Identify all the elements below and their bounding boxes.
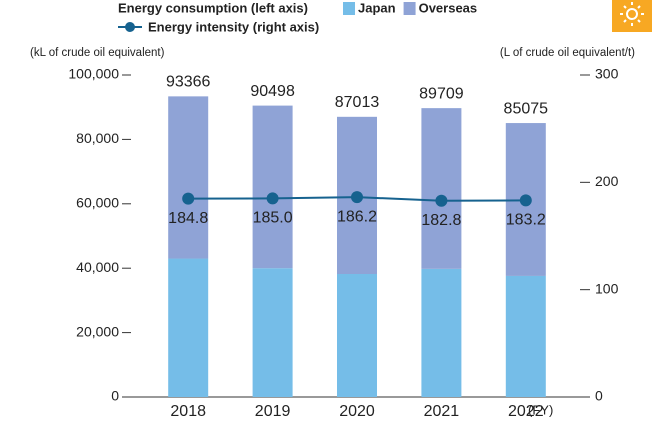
total-label: 85075 — [504, 100, 549, 117]
legend-label: Overseas — [419, 0, 478, 15]
y-tick-label: 100,000 — [68, 66, 119, 82]
y-tick-label: 60,000 — [76, 195, 119, 211]
legend-marker — [125, 22, 135, 32]
total-label: 90498 — [250, 83, 295, 100]
y2-tick-label: 100 — [595, 280, 619, 296]
y-tick-label: 40,000 — [76, 259, 119, 275]
x-tick-label: 2021 — [424, 403, 460, 420]
line-point — [182, 192, 195, 205]
x-tick-label: 2019 — [255, 403, 291, 420]
bar-segment — [252, 268, 293, 397]
line-point — [519, 194, 532, 207]
data-label: 186.2 — [337, 208, 377, 225]
x-tick-label: 2022 — [508, 403, 544, 420]
total-label: 89709 — [419, 85, 464, 102]
data-label: 184.8 — [168, 210, 208, 227]
legend-label: Energy intensity (right axis) — [148, 19, 319, 34]
bar-segment — [168, 96, 209, 259]
data-label: 183.2 — [506, 212, 546, 229]
legend-swatch — [403, 2, 416, 15]
bar-segment — [421, 108, 462, 269]
x-tick-label: 2018 — [170, 403, 206, 420]
y2-tick-label: 200 — [595, 173, 619, 189]
line-point — [351, 191, 363, 204]
y2-axis-label: (L of crude oil equivalent/t) — [500, 47, 635, 59]
y2-tick-label: 0 — [595, 388, 603, 404]
x-tick-label: 2020 — [339, 403, 375, 420]
x-axis-label: (FY) — [528, 402, 553, 417]
legend-label: Japan — [358, 0, 396, 15]
y-tick-label: 80,000 — [76, 130, 119, 146]
legend-title: Energy consumption (left axis) — [118, 0, 308, 15]
y-axis-label: (kL of crude oil equivalent) — [30, 47, 165, 59]
line-point — [266, 192, 279, 205]
y2-tick-label: 300 — [595, 66, 619, 82]
bar-segment — [421, 268, 462, 397]
bar-segment — [505, 275, 546, 397]
line-point — [435, 194, 448, 207]
data-label: 182.8 — [421, 212, 461, 229]
bar-segment — [168, 258, 209, 397]
y-tick-label: 20,000 — [76, 323, 119, 339]
total-label: 93366 — [166, 74, 211, 91]
bar-segment — [337, 273, 377, 397]
legend-swatch — [343, 2, 355, 15]
total-label: 87013 — [335, 94, 380, 111]
data-label: 185.0 — [253, 210, 293, 227]
bar-segment — [252, 105, 293, 269]
icon — [612, 0, 652, 32]
y-tick-label: 0 — [111, 388, 119, 404]
